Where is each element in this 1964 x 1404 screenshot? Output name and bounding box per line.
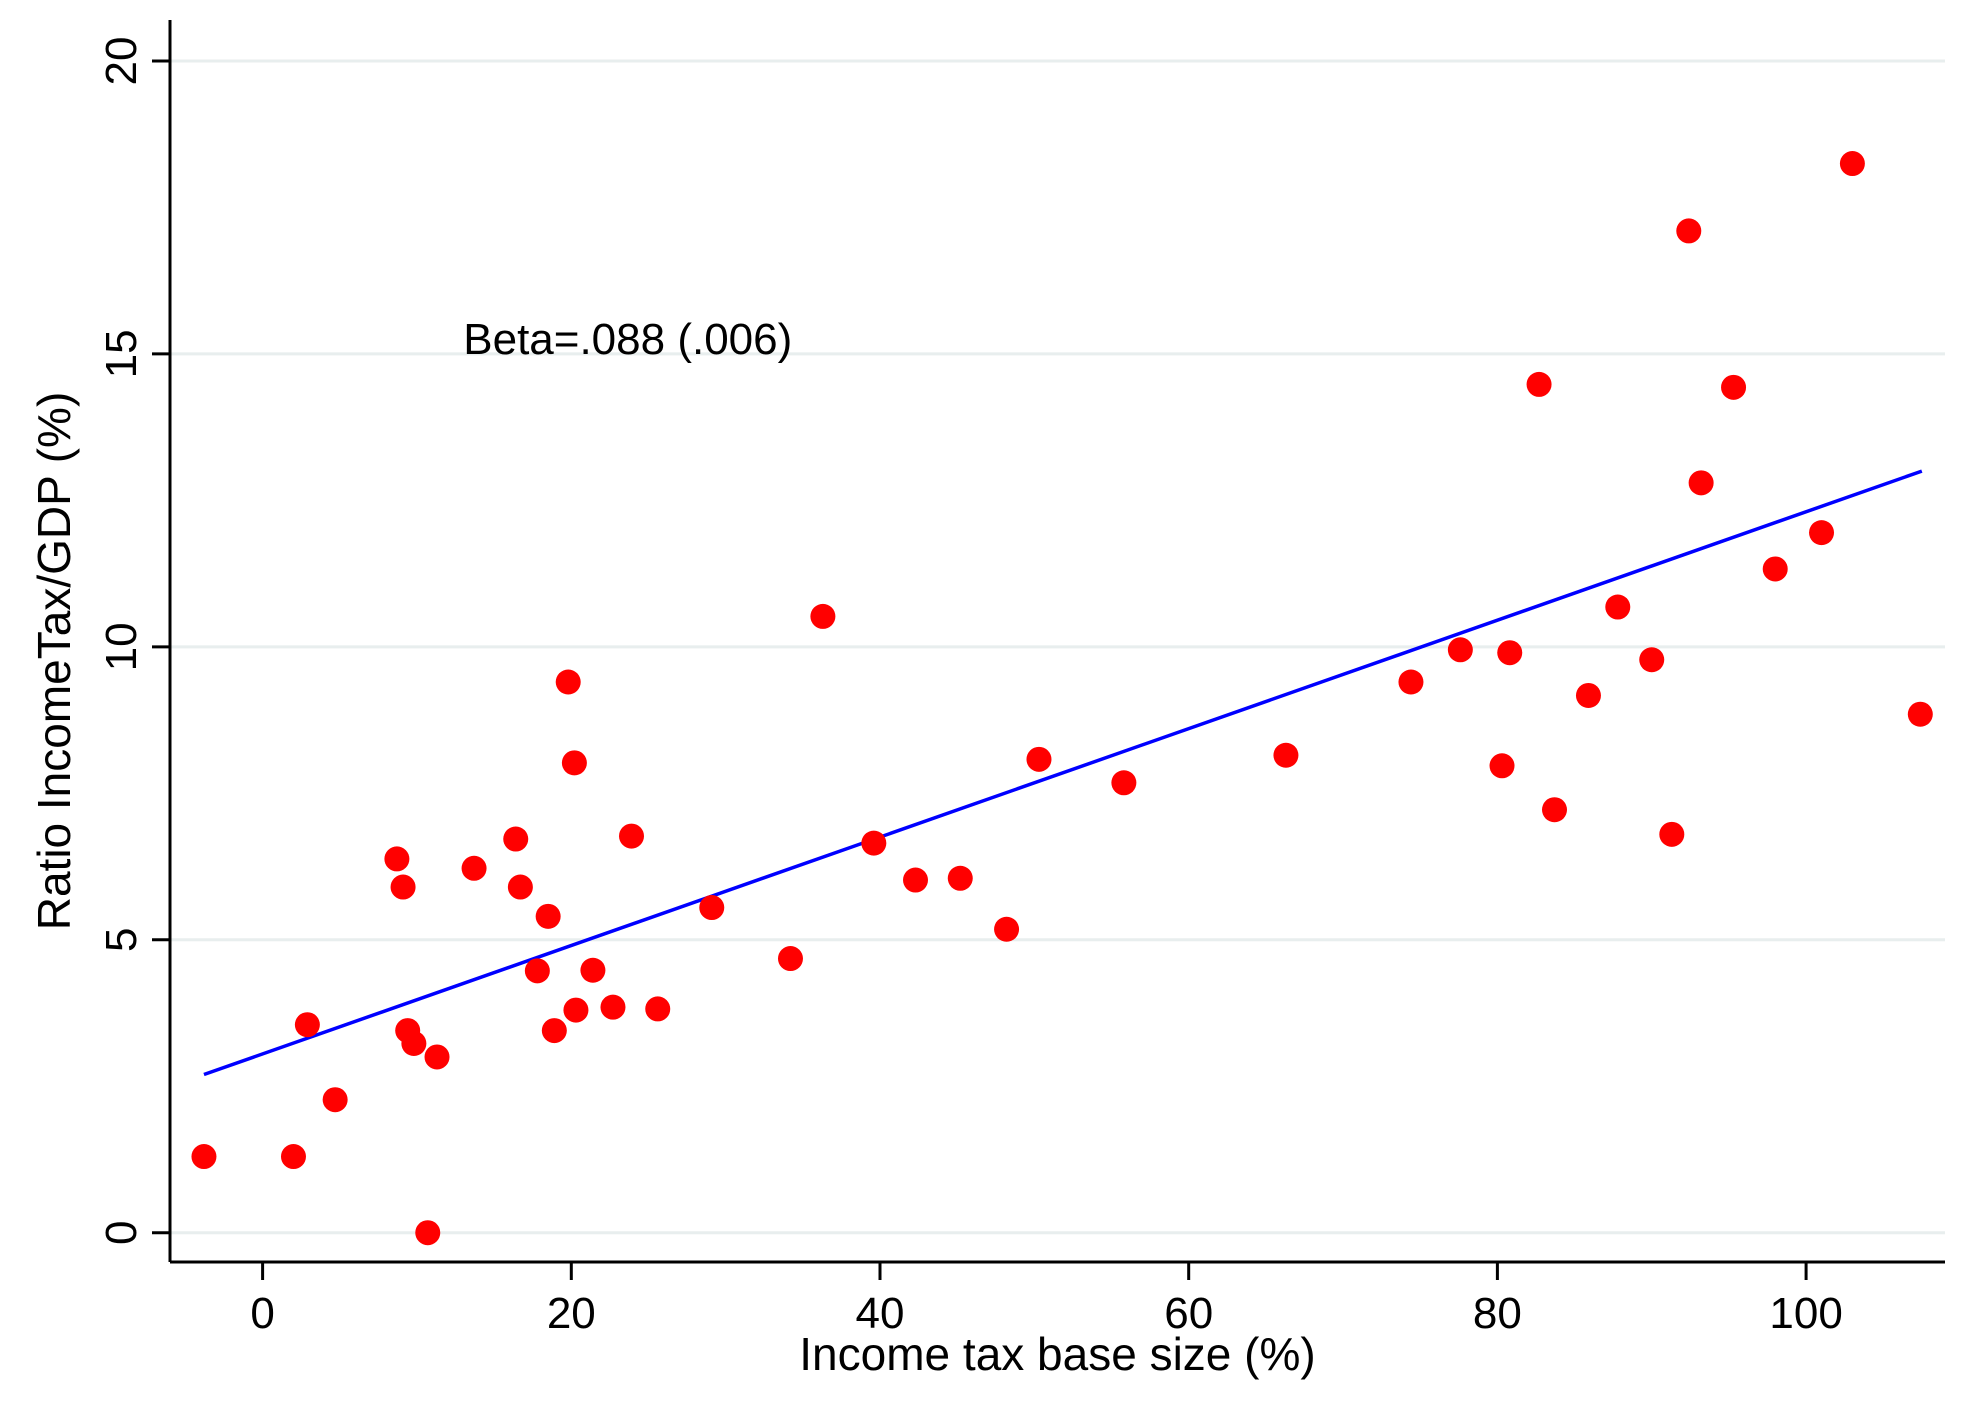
data-point-44	[1688, 470, 1714, 496]
data-point-33	[1398, 669, 1424, 695]
data-point-23	[699, 895, 725, 921]
regression-line-group	[203, 469, 1923, 1077]
data-point-37	[1526, 371, 1552, 397]
data-point-35	[1489, 753, 1515, 779]
data-point-49	[1907, 701, 1933, 727]
data-point-27	[903, 867, 928, 893]
x-tick-label-60: 60	[1164, 1289, 1213, 1338]
data-point-13	[524, 958, 550, 984]
grid-lines	[170, 59, 1945, 1235]
data-point-9	[424, 1044, 450, 1070]
data-point-5	[390, 874, 416, 900]
beta-annotation: Beta=.088 (.006)	[463, 315, 792, 364]
x-tick-label-20: 20	[547, 1289, 596, 1338]
data-point-4	[384, 846, 410, 872]
y-tick-label-15: 15	[97, 329, 146, 378]
data-point-36	[1497, 640, 1523, 666]
y-axis-title: Ratio IncomeTax/GDP (%)	[28, 392, 80, 931]
x-axis-ticks: 0 20 40 60 80 100	[250, 1262, 1843, 1338]
y-axis-ticks: 0 5 10 15 20	[97, 37, 170, 1245]
y-tick-label-0: 0	[97, 1220, 146, 1244]
data-point-17	[561, 750, 587, 776]
data-point-2	[294, 1012, 320, 1038]
data-point-14	[535, 903, 561, 929]
data-point-0	[191, 1144, 217, 1170]
regression-line	[203, 469, 1923, 1077]
data-point-11	[503, 826, 529, 852]
data-point-28	[947, 865, 973, 891]
data-point-47	[1809, 520, 1835, 546]
data-point-16	[555, 669, 581, 695]
data-point-43	[1676, 218, 1702, 244]
x-tick-label-0: 0	[250, 1289, 274, 1338]
data-point-25	[810, 603, 836, 629]
data-point-45	[1721, 374, 1747, 400]
data-point-46	[1762, 556, 1788, 582]
data-point-12	[507, 874, 533, 900]
x-tick-label-80: 80	[1473, 1289, 1522, 1338]
data-point-24	[777, 946, 803, 972]
data-point-3	[322, 1087, 348, 1113]
x-axis-title: Income tax base size (%)	[799, 1328, 1315, 1380]
data-point-18	[563, 997, 589, 1023]
data-point-21	[619, 823, 644, 849]
data-point-41	[1639, 647, 1665, 673]
data-point-29	[994, 916, 1020, 942]
data-point-39	[1575, 682, 1601, 708]
data-point-34	[1447, 637, 1473, 663]
data-point-32	[1273, 742, 1299, 768]
y-tick-label-5: 5	[97, 928, 146, 952]
data-point-30	[1026, 746, 1052, 772]
data-point-20	[600, 994, 626, 1020]
y-tick-label-20: 20	[97, 37, 146, 86]
data-point-8	[415, 1220, 441, 1246]
data-point-26	[861, 830, 887, 856]
data-point-22	[645, 996, 671, 1022]
data-point-48	[1839, 151, 1865, 177]
data-point-42	[1659, 821, 1685, 847]
data-point-31	[1111, 770, 1137, 796]
data-point-40	[1605, 594, 1631, 620]
data-point-38	[1542, 797, 1567, 823]
data-point-7	[401, 1030, 427, 1056]
x-tick-label-40: 40	[856, 1289, 905, 1338]
x-tick-label-100: 100	[1769, 1289, 1842, 1338]
data-point-10	[461, 855, 487, 881]
y-tick-label-10: 10	[97, 622, 146, 671]
data-points	[191, 151, 1933, 1246]
data-point-1	[280, 1144, 306, 1170]
data-point-15	[541, 1018, 567, 1044]
data-point-19	[580, 957, 606, 983]
